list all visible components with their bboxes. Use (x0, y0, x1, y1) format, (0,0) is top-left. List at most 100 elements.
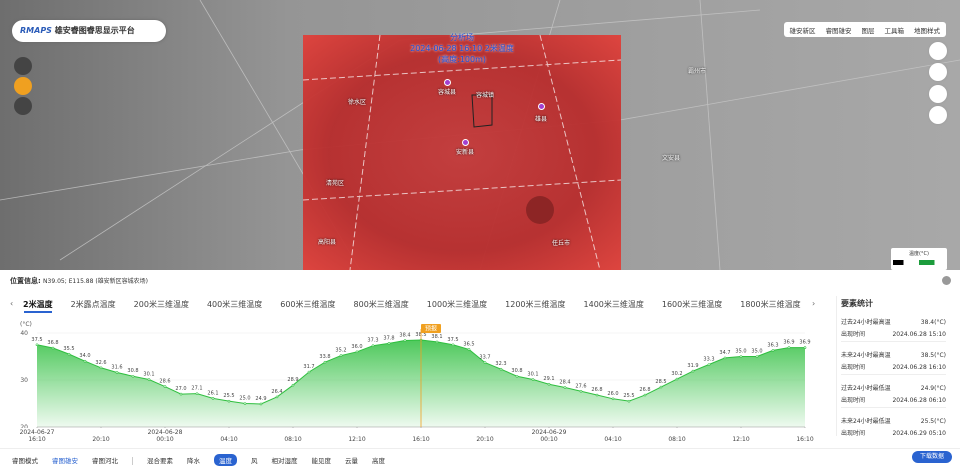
top-tab[interactable]: 工具箱 (884, 27, 905, 35)
element-tab[interactable]: 400米三维温度 (206, 300, 263, 309)
point (499, 367, 503, 371)
y-tick-label: 30 (20, 377, 28, 384)
value-label: 31.6 (111, 364, 122, 370)
value-label: 26.1 (207, 390, 218, 396)
point (115, 371, 119, 374)
element-option[interactable]: 风 (251, 457, 258, 465)
legend-scale (893, 260, 945, 265)
map-label: 容城镇 (476, 92, 495, 99)
point (371, 344, 375, 347)
model-option[interactable]: 睿图雄安 (52, 457, 78, 465)
point (403, 339, 407, 342)
map-tool[interactable] (14, 77, 32, 95)
element-tab[interactable]: 600米三维温度 (280, 300, 336, 309)
model-option[interactable]: 睿图模式 (12, 457, 38, 465)
stat-item: 过去24小时最高温 38.4(°C) 出现时间 2024.06.28 15:10 (841, 317, 946, 342)
point (211, 397, 215, 400)
stat-time: 2024.06.28 15:10 (892, 331, 946, 338)
value-label: 30.1 (143, 372, 154, 378)
map[interactable]: RMAPS 雄安睿图睿思显示平台 分析场 2024-06-28 16:10 2米… (0, 0, 960, 270)
point (259, 402, 263, 406)
point (355, 350, 359, 354)
point (675, 377, 679, 381)
x-tick-label: 08:10 (668, 436, 686, 443)
map-control[interactable] (929, 63, 947, 81)
forecast-label: 预报 (425, 325, 437, 333)
point (547, 382, 551, 386)
value-label: 29.1 (543, 376, 554, 382)
map-control[interactable] (929, 85, 947, 103)
value-label: 34.7 (719, 350, 730, 356)
value-label: 27.1 (191, 386, 202, 392)
element-tab[interactable]: 1000米三维温度 (426, 300, 488, 309)
stat-value: 38.4(°C) (920, 319, 946, 326)
top-tab[interactable]: 图层 (861, 27, 875, 35)
element-tab[interactable]: 1200米三维温度 (505, 300, 566, 309)
value-label: 36.5 (463, 341, 474, 347)
element-option[interactable]: 能见度 (311, 457, 332, 465)
top-tab[interactable]: 雄安新区 (789, 27, 816, 35)
tabs: 2米温度 2米露点温度 200米三维温度 400米三维温度 600米三维温度 800米三维… (14, 299, 804, 310)
logo-text: RMAPS (20, 26, 52, 35)
point (435, 340, 439, 344)
element-tab[interactable]: 1400米三维温度 (583, 300, 644, 309)
point (627, 399, 631, 403)
map-label: 安新县 (456, 149, 475, 156)
stat-row: 未来24小时最低温 25.5(°C) (841, 416, 946, 428)
element-tab[interactable]: 2米温度 (23, 300, 53, 309)
point (771, 349, 775, 352)
element-tab[interactable]: 200米三维温度 (133, 300, 189, 309)
map-label: 容城县 (438, 89, 457, 96)
x-tick-label: 2024-06-27 16:10 (19, 429, 55, 443)
map-control[interactable] (929, 42, 947, 60)
point (755, 355, 759, 358)
element-tab[interactable]: 2米露点温度 (70, 300, 116, 309)
top-tab[interactable]: 地图样式 (914, 27, 940, 35)
tab-prev[interactable]: ‹ (10, 299, 14, 308)
point (323, 360, 327, 364)
separator (132, 457, 133, 465)
value-label: 28.5 (655, 379, 666, 385)
x-tick-label: 2024-06-28 00:10 (147, 429, 183, 443)
model-option[interactable]: 睿图河北 (92, 457, 118, 465)
stat-name: 过去24小时最高温 (841, 319, 891, 326)
element-tab[interactable]: 800米三维温度 (353, 300, 409, 309)
chart: (°C)20304037.536.835.534.032.631.630.830… (20, 321, 811, 428)
element-tab[interactable]: 1600米三维温度 (661, 300, 723, 309)
download-button[interactable]: 下载数据 (912, 451, 952, 463)
value-label: 33.7 (479, 355, 490, 361)
element-option[interactable]: 云量 (345, 457, 358, 465)
element-tab[interactable]: 1800米三维温度 (740, 300, 801, 309)
stat-row: 未来24小时最高温 38.5(°C) (841, 350, 946, 362)
element-option[interactable]: 温度 (214, 454, 237, 466)
element-option[interactable]: 相对湿度 (271, 457, 298, 465)
top-tab[interactable]: 睿图雄安 (825, 27, 852, 35)
city-dot (538, 103, 545, 110)
stat-row: 出现时间 2024.06.29 05:10 (841, 428, 946, 436)
map-tool[interactable] (14, 97, 32, 115)
tab-next[interactable]: › (812, 299, 816, 308)
stat-row: 出现时间 2024.06.28 15:10 (841, 329, 946, 341)
map-subtitle: 2024-06-28 16:10 2米温度 (410, 44, 514, 53)
value-label: 37.3 (367, 338, 378, 344)
map-tool[interactable] (14, 57, 32, 75)
y-unit: (°C) (20, 321, 32, 328)
value-label: 26.8 (591, 387, 602, 393)
value-label: 31.7 (303, 364, 314, 370)
stat-item: 过去24小时最低温 24.9(°C) 出现时间 2024.06.28 06:10 (841, 383, 946, 408)
point (723, 356, 727, 360)
value-label: 33.3 (703, 356, 714, 362)
x-tick-label: 16:10 (412, 436, 430, 443)
map-control[interactable] (929, 106, 947, 124)
value-label: 35.0 (735, 349, 746, 355)
element-option[interactable]: 混合要素 (147, 457, 173, 465)
point (227, 399, 231, 403)
point (275, 395, 279, 399)
element-option[interactable]: 高度 (372, 457, 385, 465)
point (243, 402, 247, 405)
tab-underline (24, 311, 52, 313)
app-title: 雄安睿图睿思显示平台 (54, 26, 135, 35)
close-button[interactable] (942, 276, 951, 285)
point (643, 393, 647, 397)
element-option[interactable]: 降水 (187, 457, 200, 465)
